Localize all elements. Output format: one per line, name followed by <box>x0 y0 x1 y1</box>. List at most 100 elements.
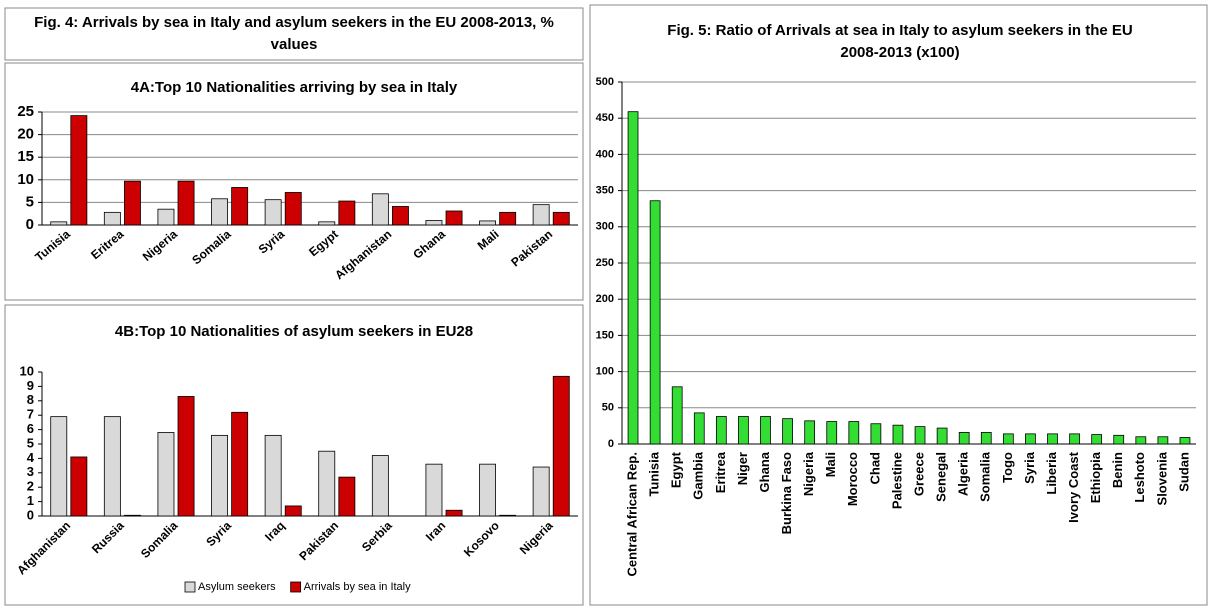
bar <box>552 375 570 517</box>
bar <box>157 432 175 517</box>
y-tick-label: 100 <box>596 366 614 378</box>
y-tick-label: 500 <box>596 76 614 88</box>
x-tick-label: Ivory Coast <box>1066 451 1081 522</box>
legend-swatch <box>290 581 302 593</box>
x-tick-label: Niger <box>735 452 750 485</box>
bar <box>479 463 496 517</box>
legend-label: Asylum seekers <box>198 581 276 593</box>
bar <box>50 221 68 226</box>
bar <box>1047 433 1058 445</box>
y-tick-label: 6 <box>27 421 34 436</box>
bar <box>760 416 771 445</box>
x-tick-label: Somalia <box>978 451 993 502</box>
bar <box>338 200 356 226</box>
bar <box>264 199 282 226</box>
bar <box>211 198 228 226</box>
bar <box>892 424 904 445</box>
bar <box>532 204 550 226</box>
y-tick-label: 10 <box>20 363 34 378</box>
bar <box>231 187 249 226</box>
x-tick-label: Liberia <box>1044 451 1059 494</box>
bar <box>782 418 793 445</box>
y-tick-label: 25 <box>17 103 34 120</box>
bar <box>1113 434 1125 445</box>
y-tick-label: 5 <box>27 435 34 450</box>
bar <box>958 432 970 445</box>
x-tick-label: Greece <box>911 452 926 496</box>
y-tick-label: 8 <box>27 392 34 407</box>
bar <box>914 426 926 445</box>
x-tick-label: Tunisia <box>647 451 662 496</box>
y-tick-label: 0 <box>27 507 34 522</box>
bar <box>826 421 838 445</box>
bar <box>738 416 749 445</box>
x-tick-label: Central African Rep. <box>624 452 639 577</box>
bar <box>338 476 356 517</box>
panel-4b <box>4 304 584 606</box>
y-tick-label: 15 <box>17 148 34 165</box>
legend-swatch <box>184 581 196 593</box>
bar <box>1179 437 1191 445</box>
bar <box>211 434 228 517</box>
y-tick-label: 1 <box>27 493 34 508</box>
y-tick-label: 50 <box>602 402 614 414</box>
x-tick-label: Gambia <box>691 451 706 499</box>
y-tick-label: 0 <box>26 216 34 233</box>
y-tick-label: 3 <box>27 464 34 479</box>
bar <box>980 432 992 445</box>
x-tick-label: Benin <box>1110 452 1125 488</box>
bar <box>715 416 727 445</box>
y-tick-label: 9 <box>27 378 34 393</box>
x-tick-label: Syria <box>1022 451 1037 484</box>
y-tick-label: 5 <box>26 193 34 210</box>
bar <box>1069 433 1080 445</box>
bar <box>124 514 141 517</box>
bar <box>177 396 195 517</box>
x-tick-label: Mali <box>823 452 838 477</box>
bar <box>445 210 463 226</box>
bar <box>870 423 882 445</box>
bar <box>392 206 409 226</box>
header-box <box>4 7 584 61</box>
bar <box>1025 433 1036 445</box>
bar <box>124 180 141 226</box>
x-tick-label: Palestine <box>889 452 904 509</box>
x-tick-label: Senegal <box>934 452 949 502</box>
y-tick-label: 4 <box>27 450 35 465</box>
bar <box>157 208 175 226</box>
y-tick-label: 0 <box>608 438 614 450</box>
bar <box>177 180 195 226</box>
bar <box>499 514 517 517</box>
y-tick-label: 20 <box>17 126 34 143</box>
chart-title: 4A:Top 10 Nationalities arriving by sea … <box>130 79 458 96</box>
chart-title: 4B:Top 10 Nationalities of asylum seeker… <box>114 323 474 340</box>
x-tick-label: Morocco <box>845 452 860 506</box>
x-tick-label: Burkina Faso <box>779 452 794 534</box>
bar <box>318 221 336 226</box>
y-tick-label: 7 <box>27 407 34 422</box>
y-tick-label: 2 <box>27 479 34 494</box>
panel-4a <box>4 62 584 301</box>
bar <box>284 192 302 226</box>
x-tick-label: Ghana <box>757 451 772 492</box>
y-tick-label: 350 <box>596 185 614 197</box>
bar <box>649 200 661 445</box>
bar <box>264 434 282 517</box>
chart-title: Fig. 5: Ratio of Arrivals at sea in Ital… <box>667 22 1133 61</box>
bar <box>284 505 302 517</box>
bar <box>1135 436 1147 445</box>
bar <box>445 509 463 517</box>
bar <box>425 463 443 517</box>
bar <box>532 466 550 517</box>
bar <box>848 421 860 445</box>
x-tick-label: Slovenia <box>1154 451 1169 505</box>
bar <box>70 456 88 517</box>
x-tick-label: Ethiopia <box>1088 451 1103 503</box>
bar <box>499 211 517 226</box>
bar <box>231 411 249 517</box>
x-tick-label: Leshoto <box>1132 452 1147 503</box>
bar <box>693 412 705 445</box>
bar <box>936 427 948 445</box>
